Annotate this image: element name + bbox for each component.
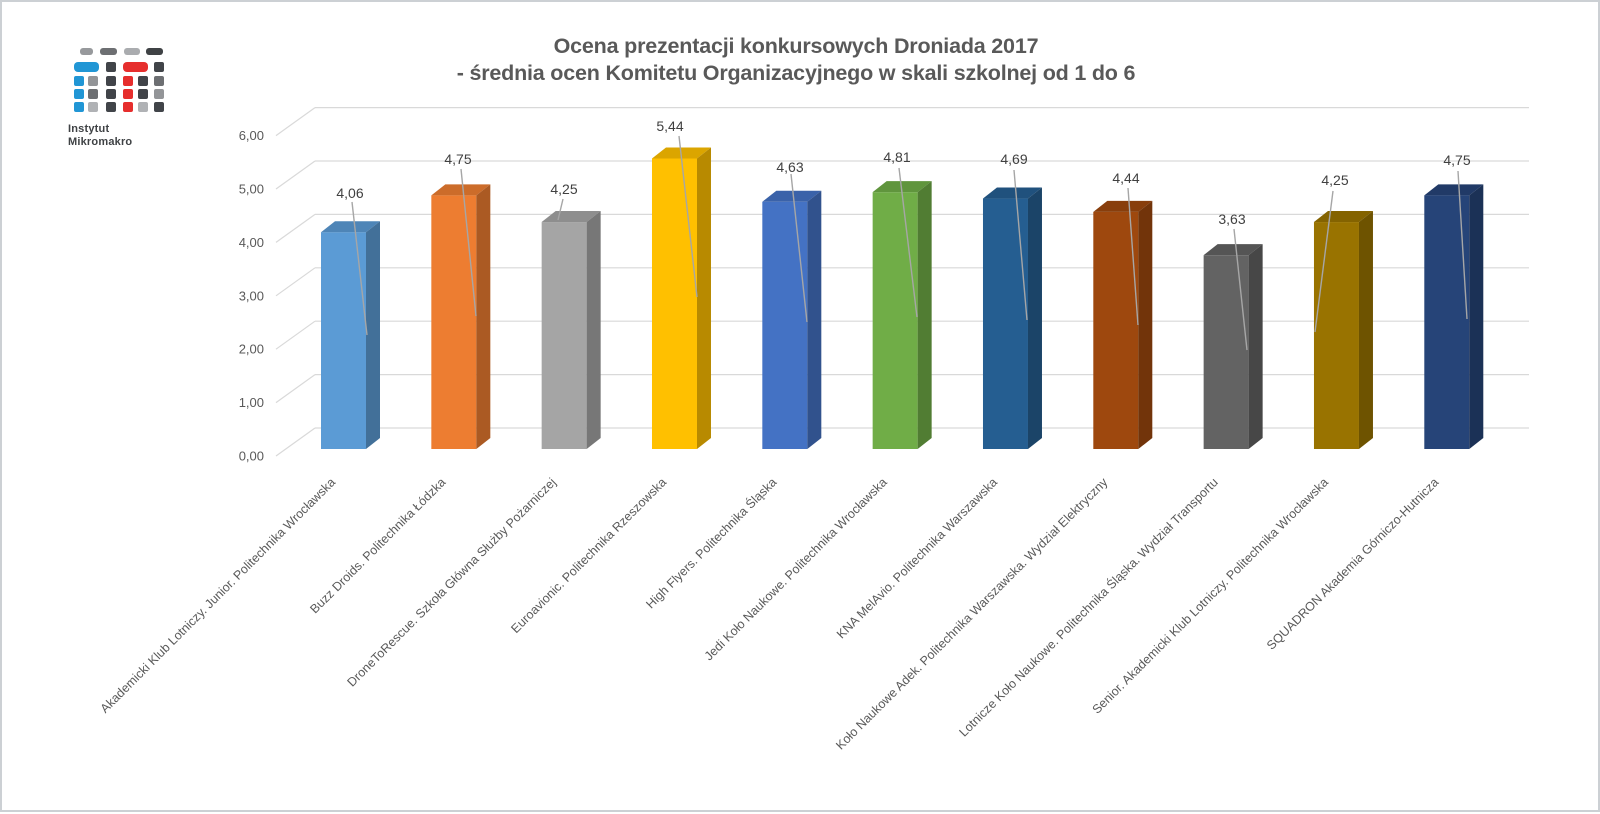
bar-side-face (1358, 211, 1373, 449)
bar-top-face (982, 187, 1042, 199)
x-axis-category-label: Buzz Droids. Politechnika Łódzka (307, 475, 448, 616)
y-axis-tick-label: 4,00 (239, 235, 264, 250)
x-axis-category-label: Senior. Akademicki Klub Lotniczy. Polite… (1090, 475, 1331, 716)
bar-side-face (696, 147, 711, 449)
x-axis-category-label: Jedi Koło Naukowe. Politechnika Wrocławs… (702, 475, 890, 663)
bar-front-face (541, 222, 587, 449)
data-label: 4,81 (883, 149, 910, 165)
logo-text-line1: Instytut (68, 123, 110, 135)
gridline-sidewall-diagonal (275, 213, 316, 243)
bar-side-face (586, 211, 601, 449)
bar-top-face (431, 184, 491, 196)
x-axis-category-label: Lotnicze Koło Naukowe. Politechnika Śląs… (956, 474, 1221, 739)
data-label: 5,44 (656, 118, 683, 134)
y-axis-tick-label: 3,00 (239, 288, 264, 303)
data-label-leader-line (557, 198, 564, 221)
data-label-leader-line (678, 135, 698, 298)
bar-column-6 (872, 181, 932, 449)
bar-front-face (982, 198, 1028, 449)
data-label: 4,44 (1112, 170, 1139, 186)
y-axis-tick-label: 2,00 (239, 342, 264, 357)
data-label: 3,63 (1218, 211, 1245, 227)
data-label: 4,75 (444, 151, 471, 167)
bar-column-4 (651, 147, 711, 449)
bar-side-face (1138, 200, 1153, 449)
mikromakro-logo-icon (74, 48, 164, 112)
bar-front-face (762, 201, 808, 449)
bar-front-face (431, 195, 477, 449)
bar-side-face (1027, 187, 1042, 449)
instytut-mikromakro-logo: Instytut Mikromakro (68, 44, 178, 149)
x-axis-category-label: High Flyers. Politechnika Śląska (643, 474, 780, 611)
data-label-leader-line (1013, 169, 1028, 321)
chart-title-line1: Ocena prezentacji konkursowych Droniada … (553, 34, 1039, 58)
bar-top-face (1093, 200, 1153, 212)
bar-front-face (1424, 195, 1470, 449)
bar-top-face (762, 190, 822, 202)
bar-column-5 (762, 190, 822, 449)
bar-front-face (1093, 211, 1139, 449)
gridline-sidewall-diagonal (275, 107, 316, 137)
bar-top-face (1203, 244, 1263, 256)
bar-front-face (1203, 255, 1249, 449)
data-label: 4,75 (1443, 152, 1470, 168)
bar-column-3 (541, 211, 601, 449)
bar-top-face (321, 221, 380, 233)
bar-side-face (917, 181, 932, 449)
data-label-leader-line (790, 173, 808, 323)
x-axis-category-label: Akademicki Klub Lotniczy. Junior. Polite… (98, 475, 338, 715)
bar-top-face (1424, 184, 1484, 196)
bar-front-face (321, 232, 366, 449)
bar-side-face (807, 190, 822, 449)
data-label-leader-line (1314, 190, 1334, 333)
bar-column-1 (321, 221, 380, 449)
bar-front-face (651, 158, 697, 449)
gridline-sidewall-diagonal (275, 267, 316, 297)
bar-side-face (1469, 184, 1484, 449)
bar-side-face (1248, 244, 1263, 449)
gridline-sidewall-diagonal (275, 374, 316, 404)
data-label: 4,25 (550, 181, 577, 197)
data-label-leader-line (351, 201, 368, 336)
y-axis-tick-label: 1,00 (239, 395, 264, 410)
bar-column-9 (1203, 244, 1263, 449)
bar-column-10 (1313, 211, 1373, 449)
data-label-leader-line (1233, 228, 1248, 351)
data-label: 4,63 (776, 159, 803, 175)
bar-side-face (476, 184, 491, 449)
chart-title-line2: - średnia ocen Komitetu Organizacyjnego … (456, 61, 1136, 85)
x-axis-category-label: Koło Naukowe Adek. Politechnika Warszaws… (833, 475, 1111, 753)
gridline-sidewall-diagonal (275, 320, 316, 350)
data-label: 4,25 (1321, 172, 1348, 188)
y-axis-tick-label: 0,00 (239, 449, 264, 464)
gridline-sidewall-diagonal (275, 160, 316, 190)
bar-column-8 (1093, 200, 1153, 449)
data-label-leader-line (460, 168, 477, 317)
bar-side-face (366, 221, 380, 449)
y-axis-tick-label: 5,00 (239, 182, 264, 197)
bar-column-11 (1424, 184, 1484, 449)
bar-front-face (1313, 222, 1359, 449)
data-label-leader-line (898, 167, 918, 318)
bar-front-face (872, 192, 918, 449)
data-label-leader-line (1457, 170, 1468, 320)
y-axis-tick-label: 6,00 (239, 128, 264, 143)
x-axis-category-label: DroneToRescue. Szkoła Główna Służby Poża… (345, 475, 559, 689)
gridline-sidewall-diagonal (275, 427, 316, 457)
bar-column-2 (431, 184, 491, 449)
data-label-leader-line (1127, 187, 1139, 326)
bar-column-7 (982, 187, 1042, 449)
chart-title: Ocena prezentacji konkursowych Droniada … (2, 33, 1590, 87)
x-axis-category-label: SQUADRON Akademia Górniczo-Hutnicza (1264, 475, 1441, 652)
logo-text-line2: Mikromakro (68, 136, 133, 148)
data-label: 4,69 (1000, 151, 1027, 167)
data-label: 4,06 (336, 185, 363, 201)
bar-top-face (872, 181, 932, 193)
bar-top-face (541, 211, 601, 223)
